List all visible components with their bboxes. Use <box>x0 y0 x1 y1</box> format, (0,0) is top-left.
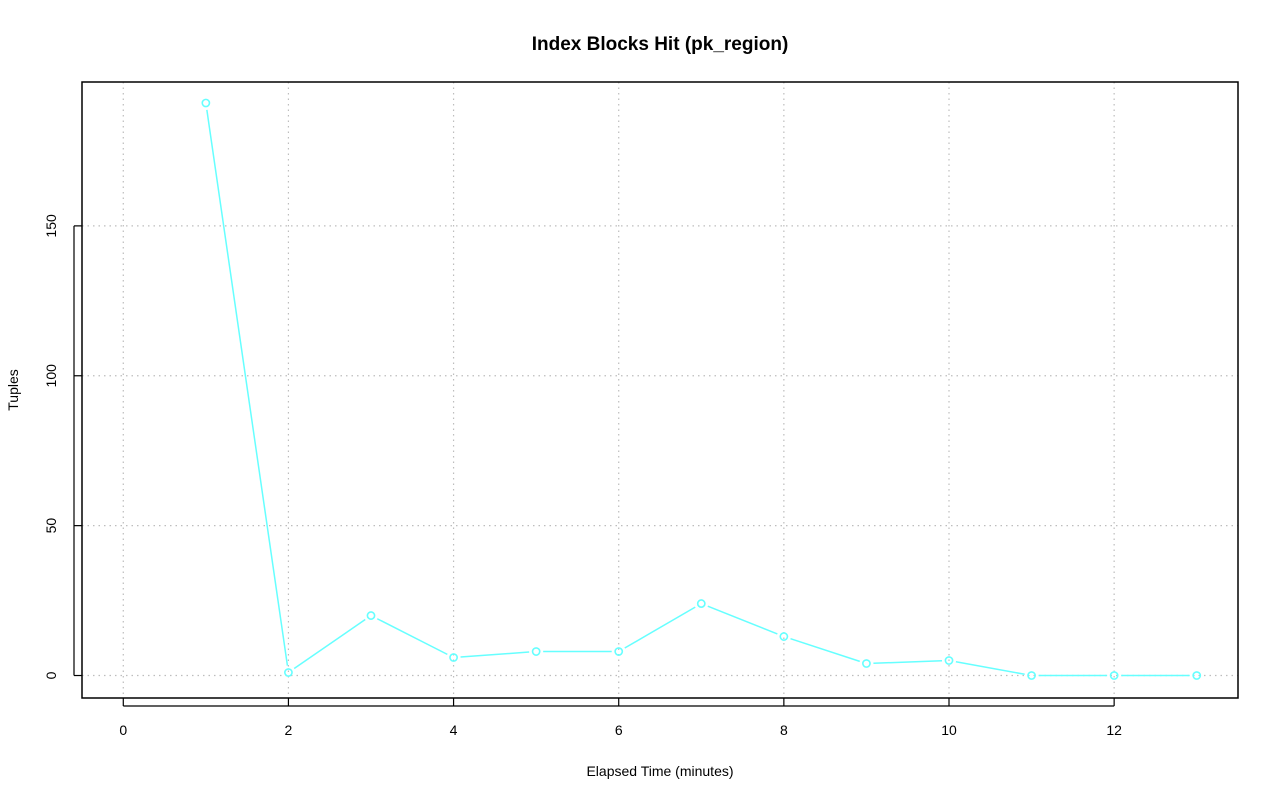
x-axis-label: Elapsed Time (minutes) <box>586 763 733 779</box>
y-tick-label: 100 <box>43 364 59 388</box>
series-line-segment <box>707 605 778 635</box>
series-line-segment <box>293 618 366 670</box>
data-point <box>696 599 706 608</box>
x-tick-label: 8 <box>780 722 788 738</box>
x-tick-label: 4 <box>450 722 458 738</box>
data-point <box>1027 671 1036 680</box>
data-point <box>449 653 458 662</box>
data-point <box>862 659 871 668</box>
data-point <box>366 611 376 620</box>
data-point <box>614 647 624 656</box>
data-point <box>944 656 954 665</box>
series-line-segment <box>376 618 448 656</box>
series-group <box>201 98 1202 680</box>
data-point <box>531 647 541 656</box>
data-point <box>779 632 789 641</box>
series-line-segment <box>460 651 530 658</box>
y-tick-label: 50 <box>43 518 59 534</box>
data-point <box>201 98 211 108</box>
y-tick-label: 0 <box>43 671 59 679</box>
series-line-segment <box>624 606 696 649</box>
data-point <box>1109 671 1119 680</box>
series-line-segment <box>873 660 943 665</box>
x-tick-label: 6 <box>615 722 623 738</box>
plot-frame <box>81 81 1239 699</box>
x-axis: 0 2 4 6 8 10 12 <box>119 698 1122 738</box>
y-axis: 0 50 100 150 <box>43 214 82 679</box>
series-line-segment <box>206 109 289 666</box>
grid <box>82 82 1238 698</box>
x-tick-label: 10 <box>941 722 957 738</box>
x-tick-label: 0 <box>119 722 127 738</box>
y-axis-label: Tuples <box>5 369 21 411</box>
x-tick-label: 12 <box>1106 722 1122 738</box>
data-point <box>1192 671 1202 680</box>
series-line-segment <box>955 661 1025 676</box>
data-point <box>284 668 293 677</box>
series-line-segment <box>790 638 861 663</box>
y-tick-label: 150 <box>43 214 59 238</box>
x-tick-label: 2 <box>285 722 293 738</box>
chart-title: Index Blocks Hit (pk_region) <box>532 34 789 55</box>
